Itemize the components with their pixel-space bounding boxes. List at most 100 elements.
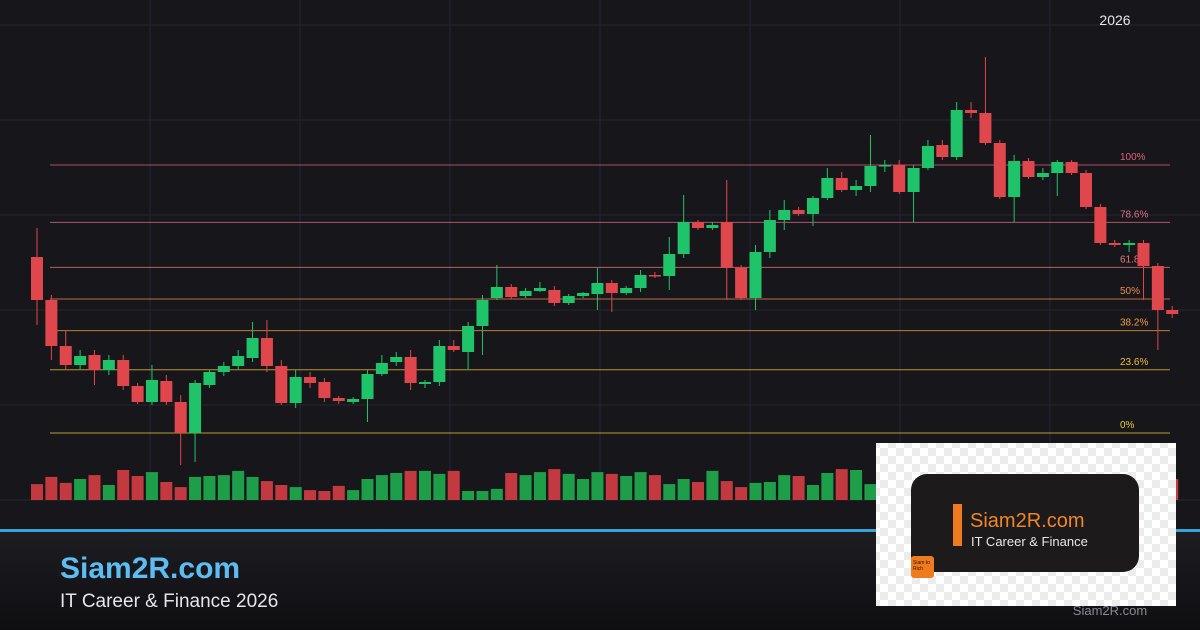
candle-body (993, 143, 1006, 197)
candle-body (835, 178, 848, 190)
candle-body (778, 210, 791, 220)
candle-body (806, 198, 819, 214)
candle-body (404, 357, 417, 383)
candle-body (950, 110, 963, 157)
candle-body (965, 110, 978, 113)
candle-body (505, 287, 518, 297)
candle-body (145, 380, 158, 402)
volume-bar (404, 470, 417, 500)
candle-body (821, 178, 834, 198)
candle-body (620, 288, 633, 293)
candle-body (289, 377, 302, 403)
candle-body (519, 291, 532, 296)
volume-bar (763, 482, 776, 500)
volume-bar (677, 479, 690, 500)
candle-body (433, 346, 446, 382)
candle-body (361, 374, 374, 399)
plot: 100% 78.6% 61.8% 50% 38.2% 23.6% 0% (31, 57, 1179, 500)
volume-bar (505, 473, 518, 500)
candle-body (850, 186, 863, 190)
grid (0, 0, 1200, 501)
candle-body (591, 283, 604, 294)
volume-bar (31, 484, 43, 500)
candle-body (1065, 162, 1078, 173)
candle-body (1108, 243, 1121, 245)
logo-subtitle: IT Career & Finance (971, 534, 1088, 549)
candle-body (663, 254, 676, 276)
volume-bar (749, 482, 762, 500)
watermark: Siam2R.com (1073, 603, 1147, 618)
volume-bar (318, 491, 331, 500)
candle-body (260, 338, 273, 366)
candle-body (74, 356, 87, 365)
volume-bar (533, 472, 546, 500)
candle-body (1051, 162, 1064, 173)
volume-bar (203, 476, 216, 500)
candle-body (634, 275, 647, 288)
volume-bar (648, 475, 661, 500)
candle-body (692, 222, 705, 228)
volume-bar (490, 488, 503, 500)
candle-body (332, 398, 345, 401)
volume-bar (217, 475, 230, 500)
volume-bar (476, 491, 489, 500)
volume-bar (821, 473, 834, 500)
candle-body (648, 275, 661, 277)
candle-body (490, 287, 503, 298)
candle-body (476, 300, 489, 326)
volume-bar (418, 470, 431, 500)
candle-body (878, 165, 891, 167)
volume-bar (577, 479, 590, 500)
volume-bar (792, 476, 805, 500)
candle-body (706, 225, 719, 228)
candle-body (864, 166, 877, 186)
volume-bar (45, 476, 58, 500)
candle-body (735, 268, 748, 298)
volume-bar (160, 482, 173, 500)
candle-body (275, 366, 288, 403)
candle-body (749, 252, 762, 298)
candle-body (1094, 207, 1107, 243)
volume-bar (390, 473, 403, 500)
volume-bar (131, 476, 144, 500)
volume-bar (260, 481, 273, 500)
candle-body (102, 360, 115, 370)
volume-bar (548, 469, 561, 500)
volume-bar (620, 476, 633, 500)
candle-body (88, 355, 101, 370)
candle-body (131, 386, 144, 402)
volume-bar (692, 482, 705, 500)
volume-bar (591, 472, 604, 500)
fib-label: 78.6% (1120, 209, 1148, 220)
candle-body (907, 168, 920, 192)
candle-body (246, 338, 259, 358)
banner-subtitle: IT Career & Finance 2026 (60, 591, 278, 612)
candle-body (31, 257, 43, 300)
candle-body (720, 222, 733, 268)
volume-bar (605, 473, 618, 500)
candle-body (1166, 310, 1179, 314)
candle-body (189, 383, 202, 433)
volume-bar (88, 475, 101, 500)
volume-bar (720, 481, 733, 500)
volume-bar (433, 473, 446, 500)
volume-bar (102, 485, 115, 500)
candle-body (677, 222, 690, 254)
candle-body (59, 346, 72, 365)
candle-body (577, 293, 590, 296)
candle-body (1151, 266, 1164, 310)
candle-body (548, 290, 561, 303)
candle-body (117, 360, 130, 386)
candle-body (533, 288, 546, 291)
fib-label: 61.8% (1120, 254, 1148, 265)
period-label: 2026 (1099, 12, 1130, 28)
candle-body (763, 220, 776, 252)
candle-body (1137, 243, 1150, 266)
candle-body (936, 145, 949, 157)
volume-bar (275, 485, 288, 500)
candle-body (217, 366, 230, 372)
volume-bar (332, 485, 345, 500)
volume-bar (232, 470, 245, 500)
candle-body (792, 210, 805, 214)
